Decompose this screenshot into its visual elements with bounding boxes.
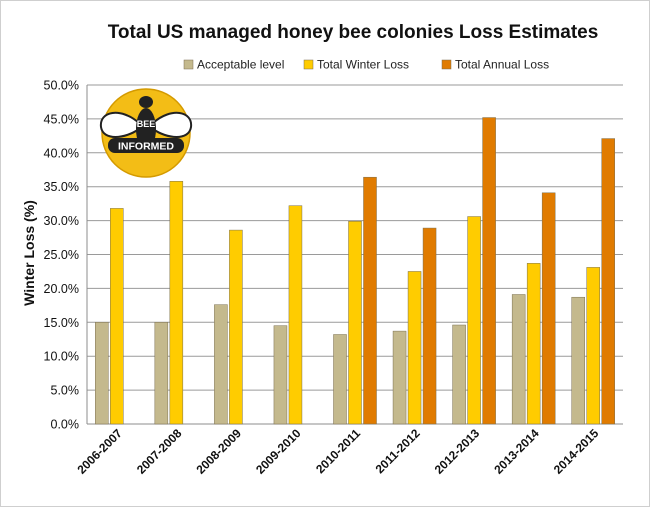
bar-total-annual-loss <box>363 176 377 425</box>
right-wing-icon <box>152 112 193 138</box>
bar-acceptable-level <box>95 322 109 425</box>
x-tick-label: 2009-2010 <box>253 426 304 477</box>
bar-acceptable-level <box>154 322 169 425</box>
legend-label: Total Annual Loss <box>455 58 549 72</box>
bar-acceptable-level <box>452 324 466 425</box>
bee-head-icon <box>139 96 153 108</box>
y-tick-label: 0.0% <box>51 418 80 432</box>
y-tick-label: 35.0% <box>44 180 79 194</box>
x-tick-label: 2014-2015 <box>551 426 602 477</box>
bar-total-winter-loss <box>348 221 362 425</box>
legend-swatch <box>441 59 452 70</box>
bar-total-winter-loss <box>407 271 422 425</box>
bar-total-annual-loss <box>482 117 496 425</box>
bar-total-winter-loss <box>229 229 243 425</box>
bar-total-winter-loss <box>526 263 541 425</box>
x-axis-ticks: 2006-2007 2007-2008 2008-2009 2009-2010 2010… <box>74 426 601 477</box>
x-tick-label: 2011-2012 <box>373 426 423 476</box>
bar-total-winter-loss <box>288 205 303 425</box>
x-tick-label: 2012-2013 <box>432 426 483 477</box>
y-tick-label: 50.0% <box>44 79 79 93</box>
left-wing-icon <box>99 112 140 138</box>
logo-text-bottom: INFORMED <box>118 141 174 153</box>
bar-total-winter-loss <box>467 216 481 425</box>
x-tick-label: 2008-2009 <box>194 426 245 477</box>
x-tick-label: 2010-2011 <box>313 426 363 476</box>
legend-swatch <box>183 59 194 70</box>
y-axis-label: Winter Loss (%) <box>21 200 37 306</box>
bar-acceptable-level <box>392 330 407 425</box>
y-axis-ticks: 0.0% 5.0% 10.0% 15.0% 20.0% 25.0% 30.0% 35.0% 40… <box>44 79 79 432</box>
legend-swatch <box>303 59 314 70</box>
y-tick-label: 40.0% <box>44 146 79 160</box>
chart-title: Total US managed honey bee colonies Loss… <box>108 22 599 43</box>
x-tick-label: 2013-2014 <box>491 426 542 477</box>
logo-banner <box>108 138 184 153</box>
legend-label: Total Winter Loss <box>317 58 409 72</box>
y-tick-label: 25.0% <box>44 248 79 262</box>
bar-total-winter-loss <box>586 267 600 425</box>
bar-acceptable-level <box>273 325 288 425</box>
bar-total-annual-loss <box>422 227 437 425</box>
bar-acceptable-level <box>511 294 526 425</box>
bar-acceptable-level <box>571 296 585 425</box>
bar-acceptable-level <box>214 304 228 425</box>
x-tick-label: 2007-2008 <box>134 426 185 477</box>
bar-total-winter-loss <box>169 181 184 425</box>
legend: Acceptable level Total Winter Loss Total A… <box>183 58 549 72</box>
y-tick-label: 20.0% <box>44 282 79 296</box>
y-tick-label: 45.0% <box>44 112 79 126</box>
logo-text-top: BEE <box>137 119 156 129</box>
bar-total-annual-loss <box>541 192 556 425</box>
y-tick-label: 30.0% <box>44 214 79 228</box>
x-tick-label: 2006-2007 <box>74 426 125 477</box>
y-tick-label: 15.0% <box>44 316 79 330</box>
bar-acceptable-level <box>333 334 347 425</box>
y-tick-label: 10.0% <box>44 350 79 364</box>
y-tick-label: 5.0% <box>51 384 80 398</box>
bar-total-annual-loss <box>601 138 615 425</box>
legend-label: Acceptable level <box>197 58 284 72</box>
bars <box>95 117 615 425</box>
bee-informed-logo: BEE INFORMED <box>99 88 193 178</box>
bar-total-winter-loss <box>110 208 124 425</box>
